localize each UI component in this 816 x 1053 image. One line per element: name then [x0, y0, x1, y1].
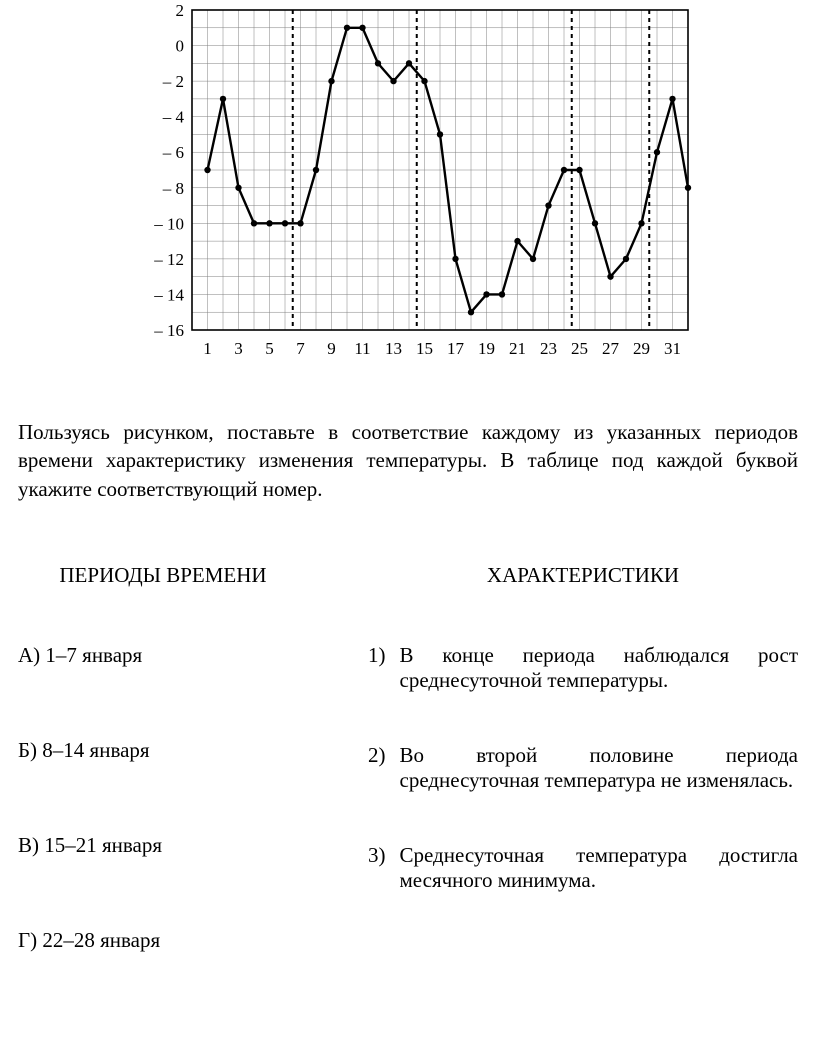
- svg-text:19: 19: [478, 339, 495, 358]
- characteristic-marker: 3): [368, 843, 386, 868]
- svg-text:27: 27: [602, 339, 620, 358]
- svg-text:25: 25: [571, 339, 588, 358]
- svg-text:– 14: – 14: [153, 285, 184, 304]
- svg-text:5: 5: [265, 339, 274, 358]
- characteristic-item: 3) Среднесуточная температура достигла ме…: [368, 843, 798, 893]
- svg-text:– 16: – 16: [153, 321, 184, 340]
- characteristic-marker: 2): [368, 743, 386, 768]
- svg-text:– 4: – 4: [162, 108, 185, 127]
- temperature-chart: 20– 2– 4– 6– 8– 10– 12– 14– 161357911131…: [118, 0, 698, 400]
- svg-text:13: 13: [385, 339, 402, 358]
- svg-text:– 12: – 12: [153, 250, 184, 269]
- period-item: Г) 22–28 января: [18, 928, 308, 953]
- chart-container: 20– 2– 4– 6– 8– 10– 12– 14– 161357911131…: [18, 0, 798, 400]
- svg-text:– 6: – 6: [162, 143, 184, 162]
- svg-text:9: 9: [327, 339, 336, 358]
- page: 20– 2– 4– 6– 8– 10– 12– 14– 161357911131…: [0, 0, 816, 1053]
- svg-text:11: 11: [354, 339, 370, 358]
- svg-text:23: 23: [540, 339, 557, 358]
- svg-text:17: 17: [447, 339, 465, 358]
- svg-text:2: 2: [176, 1, 185, 20]
- svg-text:29: 29: [633, 339, 650, 358]
- task-paragraph: Пользуясь рисунком, поставьте в соответс…: [18, 418, 798, 503]
- period-item: Б) 8–14 января: [18, 738, 308, 763]
- characteristic-item: 2) Во второй половине периода среднесуточ…: [368, 743, 798, 793]
- svg-text:7: 7: [296, 339, 305, 358]
- svg-text:1: 1: [203, 339, 212, 358]
- characteristic-item: 1) В конце периода наблюдался рост средне…: [368, 643, 798, 693]
- characteristic-marker: 1): [368, 643, 386, 668]
- svg-text:31: 31: [664, 339, 681, 358]
- svg-text:– 10: – 10: [153, 214, 184, 233]
- characteristics-list: 1) В конце периода наблюдался рост средне…: [368, 643, 798, 893]
- period-item: А) 1–7 января: [18, 643, 308, 668]
- periods-list: А) 1–7 января Б) 8–14 января В) 15–21 янва…: [18, 643, 308, 953]
- svg-text:15: 15: [416, 339, 433, 358]
- characteristic-text: Во второй половине периода среднесуточна…: [400, 743, 799, 793]
- characteristic-text: Среднесуточная температура достигла меся…: [400, 843, 799, 893]
- columns: ПЕРИОДЫ ВРЕМЕНИ А) 1–7 января Б) 8–14 янв…: [18, 563, 798, 1023]
- svg-text:– 2: – 2: [162, 72, 184, 91]
- characteristic-text: В конце периода наблюдался рост среднесу…: [400, 643, 799, 693]
- period-item: В) 15–21 января: [18, 833, 308, 858]
- svg-text:0: 0: [176, 37, 185, 56]
- svg-text:– 8: – 8: [162, 179, 184, 198]
- periods-column: ПЕРИОДЫ ВРЕМЕНИ А) 1–7 января Б) 8–14 янв…: [18, 563, 308, 1023]
- characteristics-column: ХАРАКТЕРИСТИКИ 1) В конце периода наблюда…: [368, 563, 798, 1023]
- chars-heading: ХАРАКТЕРИСТИКИ: [368, 563, 798, 588]
- svg-text:21: 21: [509, 339, 526, 358]
- periods-heading: ПЕРИОДЫ ВРЕМЕНИ: [18, 563, 308, 588]
- svg-text:3: 3: [234, 339, 243, 358]
